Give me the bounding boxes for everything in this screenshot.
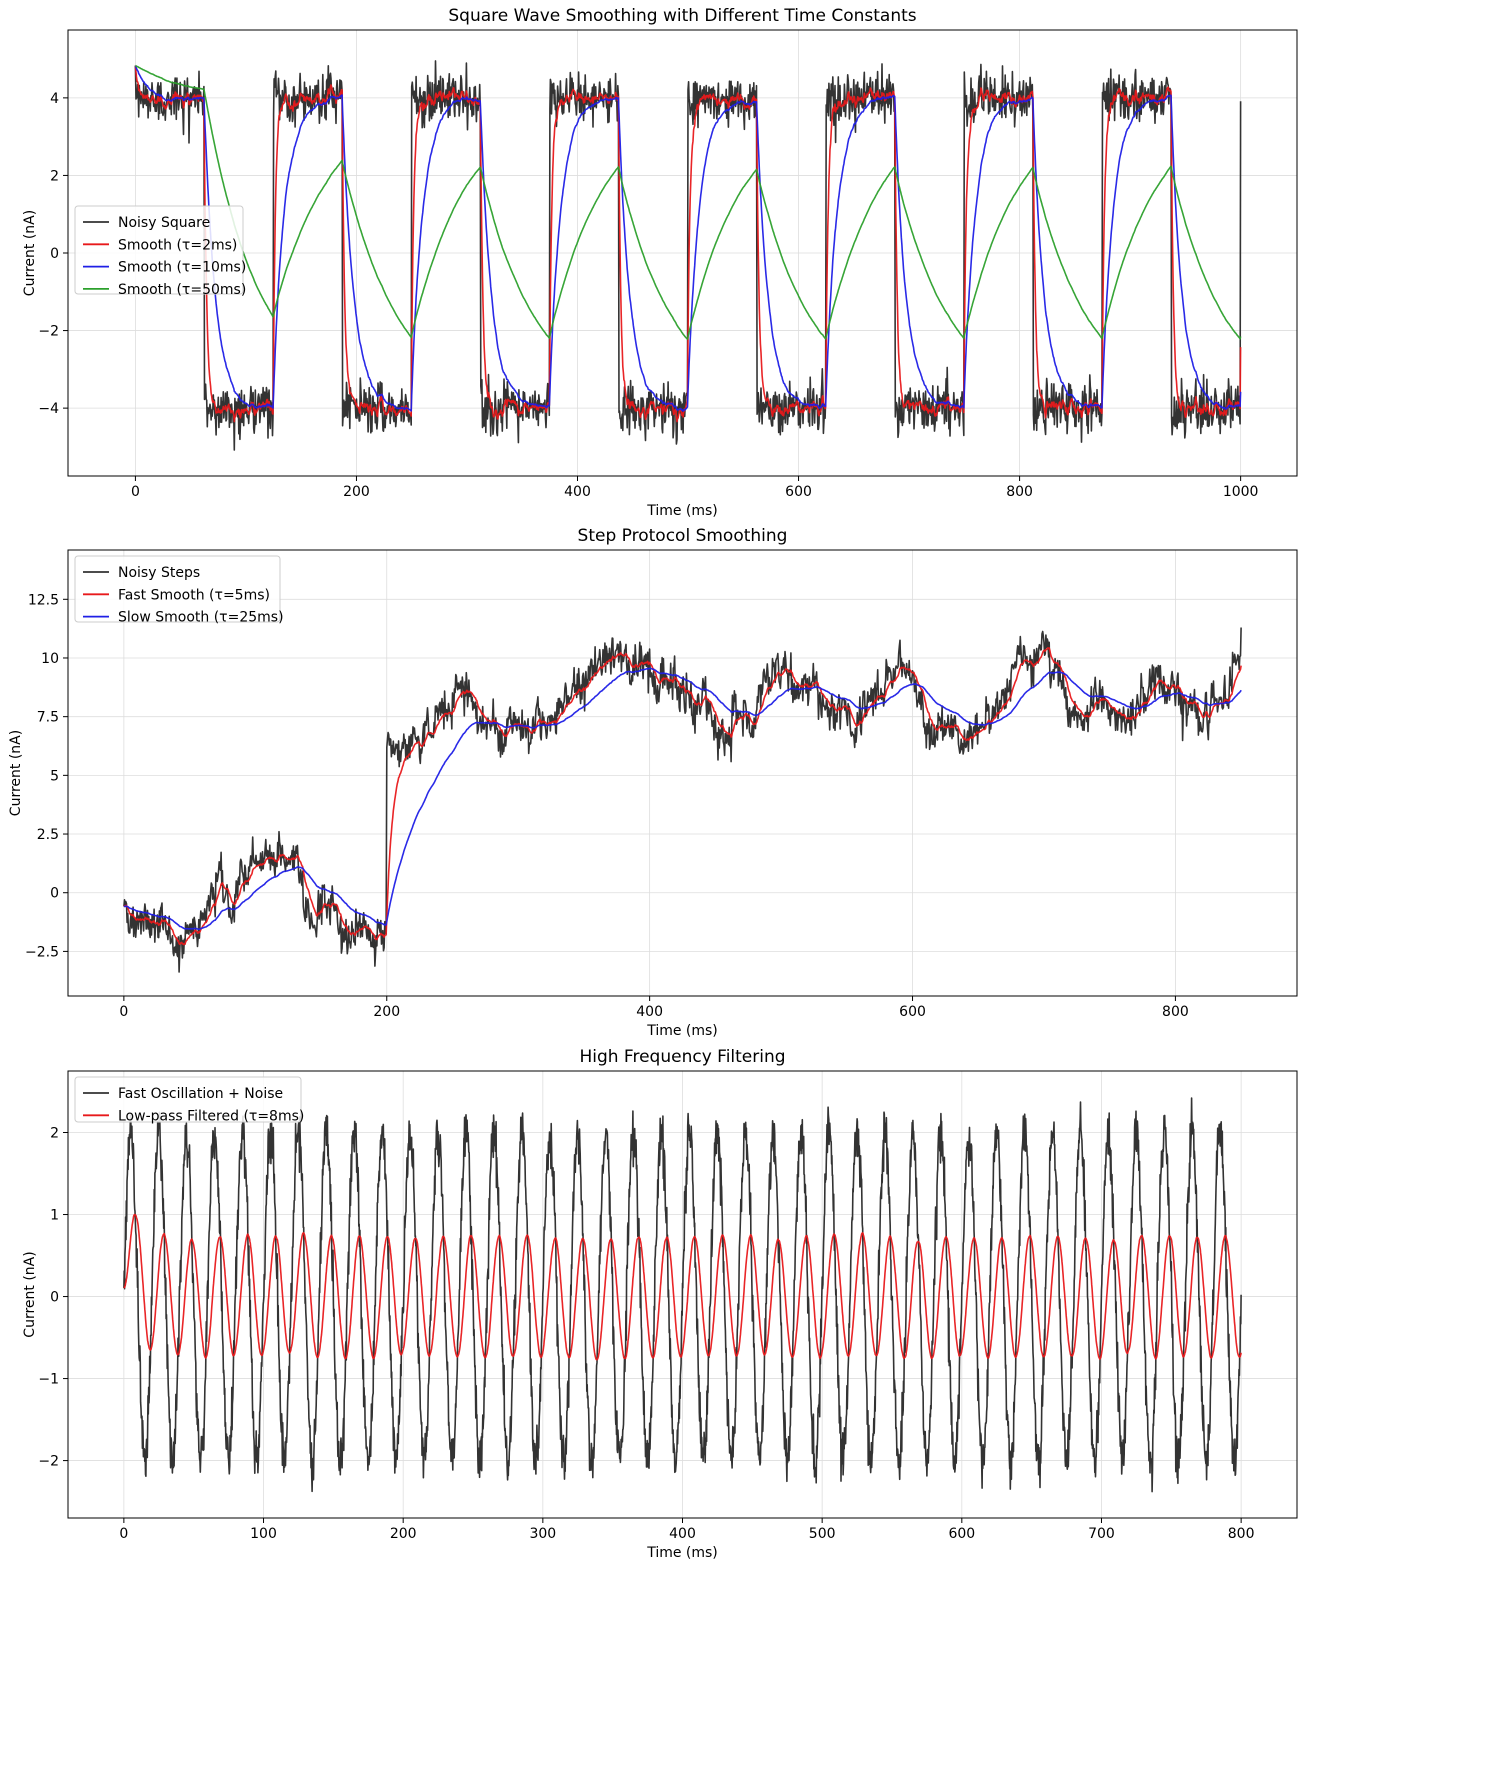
- legend-label: Slow Smooth (τ=25ms): [118, 610, 284, 626]
- chart-panel-3: 0 100 200 300 400 500 600 700 800 −2 −1 0 1 2 High Fre…: [22, 1047, 1298, 1561]
- x-tick-label: 500: [809, 1526, 836, 1542]
- y-tick-label: −1: [38, 1372, 59, 1388]
- series-line: [134, 65, 1242, 412]
- chart-title: High Frequency Filtering: [579, 1047, 785, 1067]
- series-line: [123, 1213, 1242, 1361]
- x-tick-label: 0: [119, 1004, 128, 1020]
- chart-title: Square Wave Smoothing with Different Tim…: [448, 6, 916, 26]
- chart-title: Step Protocol Smoothing: [578, 526, 788, 546]
- legend-box: [74, 1076, 302, 1123]
- legend-label: Noisy Steps: [118, 565, 200, 581]
- y-tick-label: 2.5: [37, 827, 59, 843]
- x-tick-label: 600: [899, 1004, 926, 1020]
- axes-frame: [67, 549, 1298, 997]
- series-line: [123, 667, 1242, 930]
- x-axis-label: Time (ms): [646, 1023, 718, 1039]
- x-tick-label: 800: [1162, 1004, 1189, 1020]
- series-group: [134, 60, 1242, 451]
- y-tick-label: 10: [41, 651, 59, 667]
- y-axis-label: Current (nA): [8, 730, 24, 816]
- y-tick-label: 7.5: [37, 710, 59, 726]
- y-axis-label: Current (nA): [22, 210, 38, 296]
- y-tick-label: 2: [50, 168, 59, 184]
- y-tick-label: −2: [38, 324, 59, 340]
- series-group: [123, 1097, 1242, 1493]
- x-tick-label: 0: [119, 1526, 128, 1542]
- x-axis-label: Time (ms): [646, 1545, 718, 1561]
- y-tick-label: 1: [50, 1208, 59, 1224]
- x-axis-label: Time (ms): [646, 503, 718, 519]
- y-tick-label: 2: [50, 1126, 59, 1142]
- legend-label: Smooth (τ=50ms): [118, 282, 246, 298]
- x-tick-label: 300: [529, 1526, 556, 1542]
- y-tick-label: −4: [38, 401, 59, 417]
- series-group: [123, 627, 1242, 973]
- x-tick-label: 400: [636, 1004, 663, 1020]
- x-tick-label: 800: [1228, 1526, 1255, 1542]
- legend-label: Fast Oscillation + Noise: [118, 1086, 283, 1102]
- x-tick-label: 400: [669, 1526, 696, 1542]
- legend-label: Fast Smooth (τ=5ms): [118, 587, 270, 603]
- y-tick-label: 0: [50, 1290, 59, 1306]
- legend-label: Smooth (τ=10ms): [118, 260, 246, 276]
- legend-box: [74, 205, 244, 295]
- series-line: [123, 647, 1242, 946]
- y-tick-label: 12.5: [28, 592, 59, 608]
- series-line: [123, 1097, 1242, 1493]
- x-tick-label: 0: [131, 484, 140, 500]
- legend: Fast Oscillation + Noise Low-pass Filtere…: [74, 1076, 304, 1124]
- x-tick-label: 400: [564, 484, 591, 500]
- series-line: [123, 627, 1242, 973]
- legend: Noisy Square Smooth (τ=2ms) Smooth (τ=10ms…: [74, 205, 246, 298]
- x-tick-label: 200: [390, 1526, 417, 1542]
- x-tick-label: 100: [250, 1526, 277, 1542]
- chart-panel-1: 0 200 400 600 800 1000 −4 −2 0 2 4 Square Wave Smoo…: [22, 6, 1298, 519]
- x-tick-label: 1000: [1223, 484, 1259, 500]
- x-tick-label: 800: [1006, 484, 1033, 500]
- x-tick-label: 600: [948, 1526, 975, 1542]
- x-tick-label: 600: [785, 484, 812, 500]
- series-line: [135, 64, 1242, 340]
- legend-label: Low-pass Filtered (τ=8ms): [118, 1108, 304, 1124]
- y-tick-label: −2: [38, 1454, 59, 1470]
- y-tick-label: 0: [50, 246, 59, 262]
- y-tick-label: 0: [50, 886, 59, 902]
- y-tick-label: 5: [50, 768, 59, 784]
- chart-panel-2: 0 200 400 600 800 −2.5 0 2.5 5 7.5 10 12.5 Step Prot…: [8, 526, 1298, 1039]
- x-tick-label: 700: [1088, 1526, 1115, 1542]
- x-tick-label: 200: [373, 1004, 400, 1020]
- y-tick-label: 4: [50, 91, 59, 107]
- legend-label: Noisy Square: [118, 215, 210, 231]
- x-tick-label: 200: [343, 484, 370, 500]
- y-axis-label: Current (nA): [22, 1251, 38, 1337]
- y-tick-label: −2.5: [25, 944, 59, 960]
- legend: Noisy Steps Fast Smooth (τ=5ms) Slow Smoot…: [74, 555, 284, 626]
- legend-box: [74, 555, 281, 623]
- legend-label: Smooth (τ=2ms): [118, 237, 237, 253]
